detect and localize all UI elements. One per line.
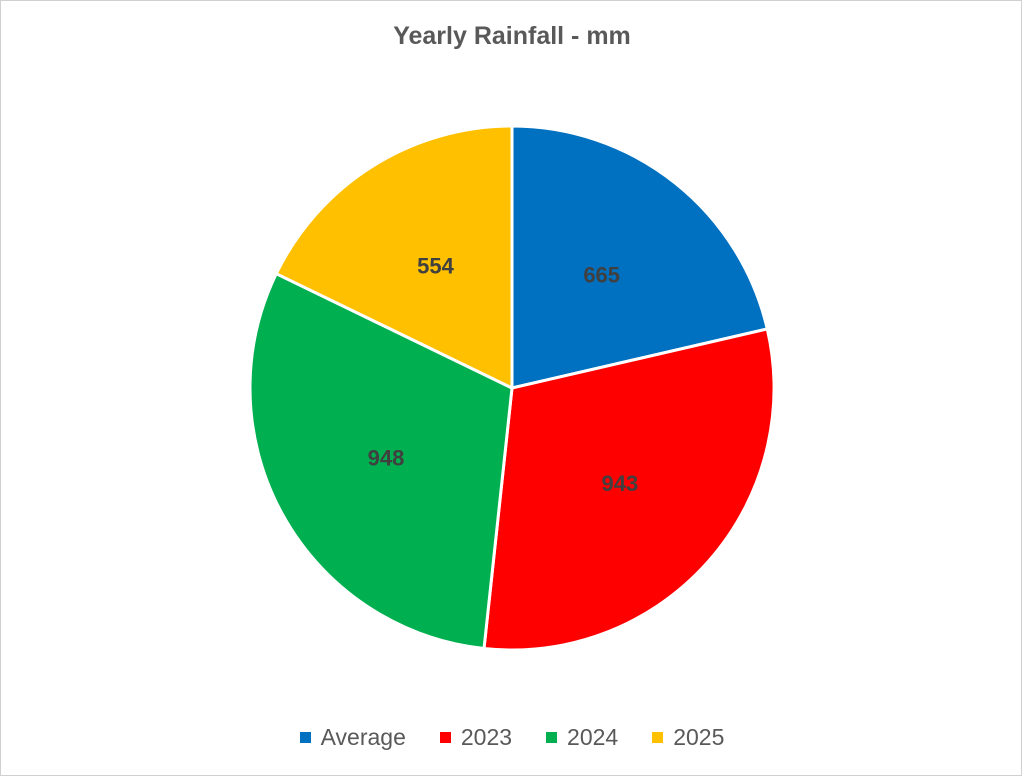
legend-label: 2024 [567, 724, 619, 750]
legend-swatch [439, 732, 451, 743]
legend-label: Average [320, 724, 406, 750]
pie-slice-2025[interactable] [274, 124, 514, 390]
data-label-2024: 948 [368, 445, 405, 470]
legend-item-average[interactable]: Average [299, 724, 406, 751]
legend-swatch [652, 732, 664, 743]
pie-slice-2024[interactable] [248, 272, 514, 650]
chart-title: Yearly Rainfall - mm [393, 22, 631, 50]
data-label-average: 665 [583, 263, 620, 288]
chart-legend: Average 2023 2024 2025 [0, 724, 1024, 751]
legend-item-2023[interactable]: 2023 [439, 724, 513, 751]
pie-slice-average[interactable] [510, 124, 769, 390]
legend-label: 2023 [460, 724, 513, 750]
legend-label: 2025 [673, 724, 725, 750]
legend-swatch [299, 732, 311, 743]
data-label-2023: 943 [601, 471, 638, 496]
legend-item-2024[interactable]: 2024 [546, 724, 618, 751]
legend-item-2025[interactable]: 2025 [652, 724, 724, 751]
legend-swatch [546, 732, 558, 743]
data-label-2025: 554 [417, 253, 454, 278]
pie-slice-2023[interactable] [482, 327, 776, 652]
